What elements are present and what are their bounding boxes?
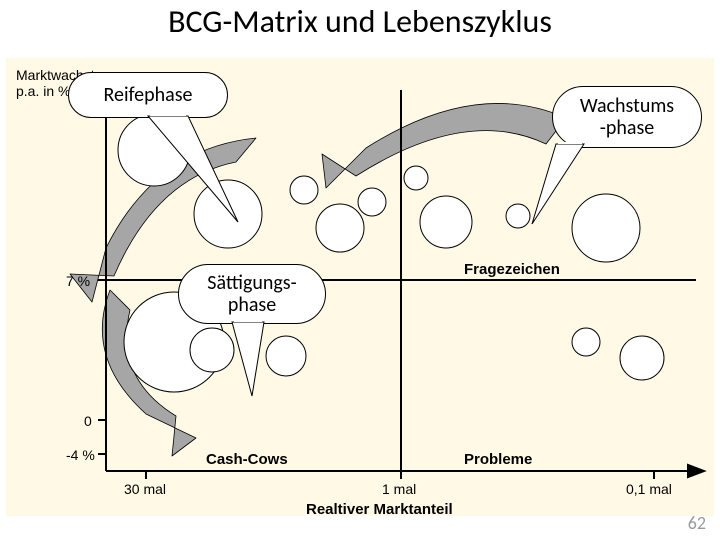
y-zero-label: 0	[84, 413, 92, 429]
y-mid-label: 7 %	[66, 273, 90, 289]
x-tick-0: 30 mal	[124, 481, 166, 497]
product-bubble	[404, 166, 428, 190]
product-bubble	[290, 176, 318, 204]
product-bubble	[620, 336, 664, 380]
y-bottom-label: -4 %	[66, 447, 95, 463]
page-number: 62	[688, 512, 706, 534]
product-bubble	[572, 328, 600, 356]
callout-wachstumsphase-label: Wachstums -phase	[580, 95, 674, 139]
x-tick-2: 0,1 mal	[626, 481, 672, 497]
callout-reifephase-label: Reifephase	[104, 84, 193, 106]
y-axis-title-2: p.a. in %	[16, 83, 70, 99]
slide-title: BCG-Matrix und Lebenszyklus	[0, 2, 720, 41]
quad-label-probleme: Probleme	[464, 451, 532, 468]
x-ticks	[146, 471, 654, 479]
callout-saettigungsphase-label: Sättigungs- phase	[207, 272, 297, 316]
quad-label-fragezeichen: Fragezeichen	[464, 261, 560, 278]
callout-wachstumsphase: Wachstums -phase	[552, 86, 702, 148]
x-axis-title: Realtiver Marktanteil	[306, 501, 453, 516]
quad-label-cashcows: Cash-Cows	[206, 451, 288, 468]
product-bubble	[316, 204, 364, 252]
product-bubble	[358, 188, 386, 216]
x-tick-1: 1 mal	[382, 481, 416, 497]
callout-saettigungsphase: Sättigungs- phase	[178, 264, 326, 324]
callout-reifephase: Reifephase	[68, 72, 228, 118]
product-bubble	[420, 196, 472, 248]
